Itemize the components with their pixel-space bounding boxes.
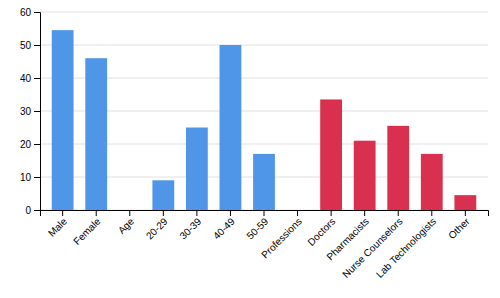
- y-tick: 40: [20, 73, 40, 84]
- y-tick-label: 50: [20, 40, 32, 51]
- x-tick-label: Professions: [259, 216, 304, 261]
- grid-line: [40, 144, 488, 145]
- bar: [119, 210, 141, 211]
- y-tick-mark: [34, 210, 40, 211]
- x-tick-label: 20-29: [144, 215, 170, 241]
- x-tick: Age: [116, 210, 137, 236]
- x-tick: Doctors: [305, 210, 337, 248]
- x-tick: Female: [71, 210, 103, 247]
- x-tick: Professions: [259, 210, 304, 260]
- y-tick: 10: [20, 172, 40, 183]
- x-tick-mark: [62, 210, 63, 216]
- x-tick: 50-59: [244, 210, 270, 242]
- x-tick-label: Other: [446, 215, 472, 241]
- grid-line: [40, 78, 488, 79]
- y-tick-mark: [34, 144, 40, 145]
- x-tick: Other: [446, 210, 472, 241]
- grid: [40, 12, 488, 210]
- y-tick: 60: [20, 7, 40, 18]
- bars: [52, 30, 477, 210]
- y-tick: 30: [20, 106, 40, 117]
- bar: [387, 126, 409, 210]
- x-tick-mark: [398, 210, 399, 216]
- x-tick-label: 50-59: [244, 215, 270, 241]
- x-tick-mark: [297, 210, 298, 216]
- grid-line: [40, 111, 488, 112]
- x-tick: Male: [46, 210, 69, 239]
- y-tick-label: 10: [20, 172, 32, 183]
- y-axis-line: [34, 13, 41, 211]
- x-tick: 30-39: [177, 210, 203, 242]
- y-tick: 20: [20, 139, 40, 150]
- bar: [454, 195, 476, 210]
- x-tick-mark: [331, 210, 332, 216]
- bar: [152, 180, 174, 210]
- bar: [320, 99, 342, 210]
- bar: [287, 210, 309, 211]
- bar: [421, 154, 443, 210]
- x-tick-label: Nurse Counselors: [340, 216, 404, 280]
- y-tick-mark: [34, 45, 40, 46]
- x-tick-label: Doctors: [305, 216, 337, 248]
- y-tick-label: 0: [25, 205, 31, 216]
- bar: [52, 30, 74, 210]
- x-tick: Lab Technologists: [374, 210, 438, 280]
- y-tick-mark: [34, 111, 40, 112]
- x-tick-mark: [96, 210, 97, 216]
- x-tick-label: Lab Technologists: [374, 216, 438, 280]
- y-axis: 0 10 20 30 40 50 60: [20, 7, 41, 216]
- x-axis-line: [41, 211, 489, 217]
- grid-line: [40, 12, 488, 13]
- y-tick-label: 30: [20, 106, 32, 117]
- x-axis: MaleFemale Age 20-29 30-39 40-49 50-59Profess…: [41, 210, 489, 280]
- y-tick: 50: [20, 40, 40, 51]
- grid-line: [40, 45, 488, 46]
- y-tick-mark: [34, 177, 40, 178]
- x-tick-label: Age: [116, 215, 137, 236]
- x-tick-label: 30-39: [177, 215, 203, 241]
- x-tick: 40-49: [211, 210, 237, 242]
- x-tick-mark: [196, 210, 197, 216]
- x-tick-mark: [129, 210, 130, 216]
- x-tick-mark: [465, 210, 466, 216]
- bar: [85, 58, 107, 210]
- y-tick-mark: [34, 12, 40, 13]
- x-tick: Nurse Counselors: [340, 210, 404, 280]
- chart: 0 10 20 30 40 50 60 MaleFemale Age 20-29 30-39 40-4…: [0, 0, 500, 298]
- bar: [220, 45, 242, 210]
- y-tick-label: 60: [20, 7, 32, 18]
- x-tick-label: Female: [71, 215, 103, 247]
- x-tick-label: Male: [46, 215, 69, 238]
- x-tick-mark: [264, 210, 265, 216]
- x-tick-mark: [431, 210, 432, 216]
- x-tick-label: 40-49: [211, 215, 237, 241]
- x-tick-mark: [163, 210, 164, 216]
- y-tick-mark: [34, 78, 40, 79]
- y-tick-label: 40: [20, 73, 32, 84]
- y-tick-label: 20: [20, 139, 32, 150]
- bar: [253, 154, 275, 210]
- plot: 0 10 20 30 40 50 60 MaleFemale Age 20-29 30-39 40-4…: [20, 7, 489, 280]
- x-tick-mark: [230, 210, 231, 216]
- y-tick: 0: [25, 205, 40, 216]
- x-tick-mark: [364, 210, 365, 216]
- x-tick: 20-29: [144, 210, 170, 242]
- bar: [354, 141, 376, 210]
- bar: [186, 128, 208, 211]
